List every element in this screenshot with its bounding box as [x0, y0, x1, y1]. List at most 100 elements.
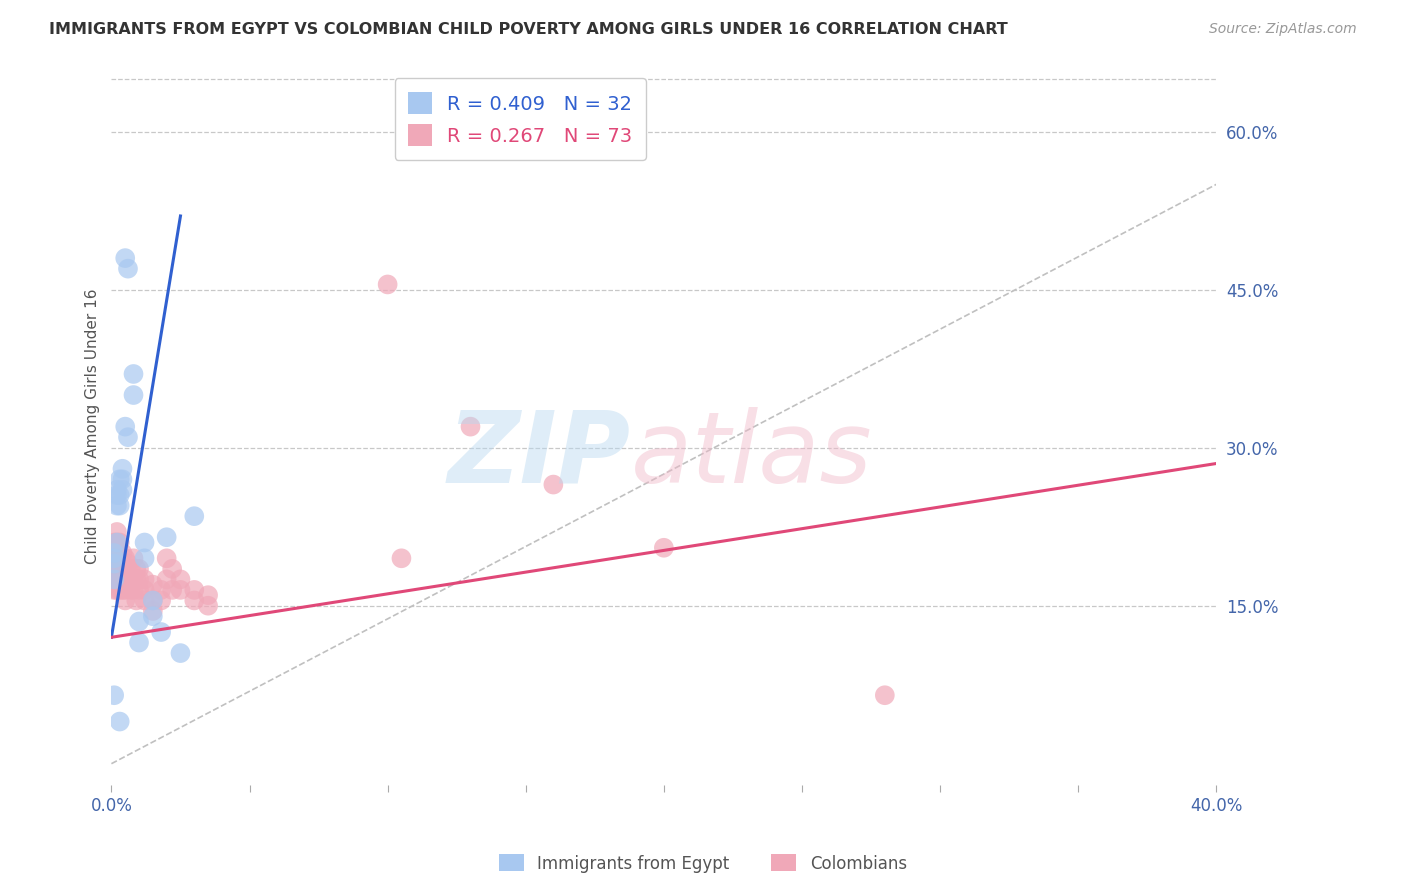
Point	[183, 509, 205, 524]
Legend: R = 0.409   N = 32, R = 0.267   N = 73: R = 0.409 N = 32, R = 0.267 N = 73	[395, 78, 645, 160]
Point	[169, 646, 191, 660]
Point	[105, 582, 128, 597]
Point	[105, 557, 128, 571]
Point	[108, 582, 131, 597]
Point	[111, 472, 134, 486]
Point	[160, 562, 183, 576]
Point	[105, 551, 128, 566]
Point	[114, 551, 136, 566]
Text: atlas: atlas	[631, 407, 872, 504]
Point	[114, 593, 136, 607]
Point	[197, 588, 219, 602]
Point	[134, 582, 156, 597]
Point	[103, 557, 125, 571]
Point	[134, 551, 156, 566]
Point	[103, 562, 125, 576]
Point	[183, 593, 205, 607]
Point	[125, 562, 148, 576]
Point	[111, 562, 134, 576]
Point	[128, 582, 150, 597]
Point	[150, 625, 173, 640]
Point	[105, 573, 128, 587]
Point	[108, 535, 131, 549]
Point	[142, 609, 165, 624]
Point	[142, 604, 165, 618]
Point	[873, 688, 896, 702]
Point	[128, 635, 150, 649]
Point	[117, 567, 139, 582]
Legend: Immigrants from Egypt, Colombians: Immigrants from Egypt, Colombians	[492, 847, 914, 880]
Point	[111, 567, 134, 582]
Point	[125, 573, 148, 587]
Point	[169, 582, 191, 597]
Point	[108, 499, 131, 513]
Point	[103, 551, 125, 566]
Point	[103, 573, 125, 587]
Point	[114, 251, 136, 265]
Point	[114, 562, 136, 576]
Point	[120, 562, 142, 576]
Point	[105, 546, 128, 560]
Point	[169, 573, 191, 587]
Point	[108, 562, 131, 576]
Point	[103, 535, 125, 549]
Point	[114, 419, 136, 434]
Point	[117, 261, 139, 276]
Point	[103, 541, 125, 555]
Point	[108, 557, 131, 571]
Point	[122, 367, 145, 381]
Point	[122, 582, 145, 597]
Point	[377, 277, 399, 292]
Point	[128, 573, 150, 587]
Point	[128, 615, 150, 629]
Point	[120, 573, 142, 587]
Point	[105, 483, 128, 497]
Point	[103, 546, 125, 560]
Point	[111, 573, 134, 587]
Point	[103, 551, 125, 566]
Point	[105, 488, 128, 502]
Point	[122, 551, 145, 566]
Point	[128, 562, 150, 576]
Point	[105, 535, 128, 549]
Point	[103, 688, 125, 702]
Point	[197, 599, 219, 613]
Point	[120, 582, 142, 597]
Point	[134, 573, 156, 587]
Point	[122, 388, 145, 402]
Point	[105, 562, 128, 576]
Point	[142, 593, 165, 607]
Point	[156, 573, 179, 587]
Point	[108, 567, 131, 582]
Point	[108, 488, 131, 502]
Point	[160, 582, 183, 597]
Point	[108, 573, 131, 587]
Point	[460, 419, 482, 434]
Point	[652, 541, 675, 555]
Point	[105, 524, 128, 539]
Point	[150, 582, 173, 597]
Point	[103, 582, 125, 597]
Point	[156, 530, 179, 544]
Point	[108, 714, 131, 729]
Point	[111, 582, 134, 597]
Point	[134, 593, 156, 607]
Point	[103, 546, 125, 560]
Point	[114, 573, 136, 587]
Text: IMMIGRANTS FROM EGYPT VS COLOMBIAN CHILD POVERTY AMONG GIRLS UNDER 16 CORRELATIO: IMMIGRANTS FROM EGYPT VS COLOMBIAN CHILD…	[49, 22, 1008, 37]
Point	[117, 577, 139, 591]
Point	[111, 557, 134, 571]
Point	[111, 546, 134, 560]
Point	[142, 593, 165, 607]
Y-axis label: Child Poverty Among Girls Under 16: Child Poverty Among Girls Under 16	[86, 289, 100, 565]
Point	[150, 593, 173, 607]
Point	[543, 477, 565, 491]
Point	[134, 535, 156, 549]
Point	[122, 573, 145, 587]
Point	[391, 551, 413, 566]
Point	[142, 577, 165, 591]
Point	[108, 551, 131, 566]
Point	[103, 573, 125, 587]
Point	[114, 582, 136, 597]
Point	[111, 483, 134, 497]
